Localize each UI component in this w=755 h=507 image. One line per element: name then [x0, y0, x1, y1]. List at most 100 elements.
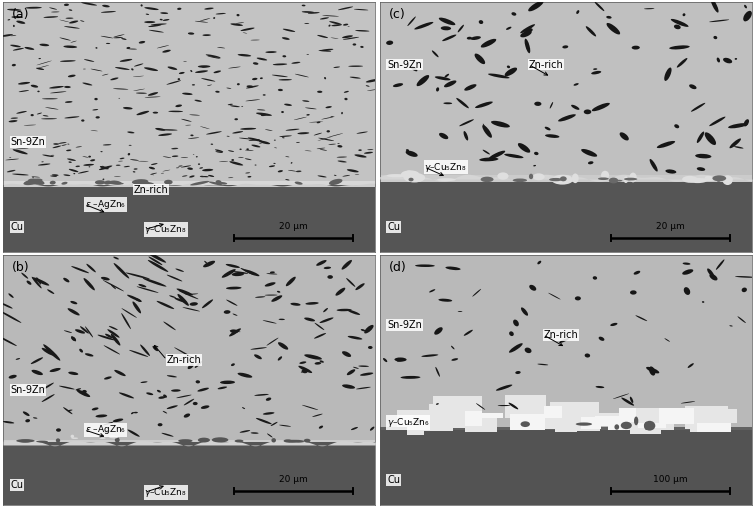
Ellipse shape	[120, 158, 125, 159]
Ellipse shape	[113, 37, 123, 38]
Ellipse shape	[259, 140, 270, 144]
Bar	[464, 416, 497, 431]
Ellipse shape	[50, 91, 66, 93]
Ellipse shape	[509, 332, 514, 336]
Ellipse shape	[669, 45, 690, 50]
Bar	[555, 417, 577, 432]
Ellipse shape	[674, 124, 680, 128]
Ellipse shape	[0, 310, 21, 323]
Ellipse shape	[223, 310, 230, 314]
Ellipse shape	[260, 78, 263, 79]
Ellipse shape	[354, 9, 368, 10]
Ellipse shape	[8, 120, 17, 122]
Ellipse shape	[202, 34, 211, 36]
Ellipse shape	[504, 154, 523, 158]
Ellipse shape	[149, 257, 162, 265]
Ellipse shape	[134, 63, 143, 66]
Ellipse shape	[21, 273, 28, 279]
Ellipse shape	[296, 142, 300, 143]
Ellipse shape	[298, 366, 312, 373]
Ellipse shape	[116, 165, 121, 166]
Ellipse shape	[163, 321, 176, 330]
Text: (c): (c)	[389, 8, 405, 21]
Ellipse shape	[71, 336, 76, 341]
Ellipse shape	[343, 37, 359, 40]
Ellipse shape	[328, 144, 336, 145]
Ellipse shape	[233, 131, 243, 133]
Ellipse shape	[65, 101, 72, 103]
Ellipse shape	[137, 286, 159, 293]
Ellipse shape	[128, 131, 134, 133]
Ellipse shape	[338, 7, 353, 10]
Ellipse shape	[192, 84, 195, 86]
Ellipse shape	[704, 132, 716, 145]
Text: 100 μm: 100 μm	[653, 475, 687, 484]
Ellipse shape	[515, 371, 521, 374]
Ellipse shape	[109, 435, 115, 438]
Ellipse shape	[286, 440, 298, 443]
Bar	[465, 411, 482, 426]
Ellipse shape	[233, 271, 248, 274]
Ellipse shape	[328, 275, 333, 279]
Ellipse shape	[23, 178, 42, 185]
Ellipse shape	[417, 75, 429, 86]
Ellipse shape	[683, 263, 690, 265]
Ellipse shape	[253, 62, 258, 65]
Ellipse shape	[118, 161, 123, 162]
Ellipse shape	[11, 118, 18, 119]
Ellipse shape	[217, 182, 227, 185]
Ellipse shape	[69, 20, 79, 23]
Ellipse shape	[238, 54, 251, 57]
Ellipse shape	[30, 114, 34, 116]
Ellipse shape	[183, 307, 200, 311]
Ellipse shape	[188, 32, 194, 34]
Ellipse shape	[404, 173, 425, 183]
Ellipse shape	[96, 414, 107, 417]
Ellipse shape	[439, 299, 452, 302]
Ellipse shape	[744, 5, 747, 8]
Bar	[407, 424, 424, 435]
Ellipse shape	[291, 162, 292, 164]
Ellipse shape	[190, 134, 193, 136]
Ellipse shape	[691, 103, 705, 112]
Ellipse shape	[236, 22, 244, 24]
Ellipse shape	[257, 110, 265, 111]
Ellipse shape	[68, 410, 72, 411]
Ellipse shape	[279, 135, 292, 137]
Ellipse shape	[386, 41, 393, 45]
Ellipse shape	[506, 27, 511, 30]
Ellipse shape	[593, 68, 597, 70]
Ellipse shape	[136, 182, 154, 185]
Ellipse shape	[704, 176, 713, 179]
Ellipse shape	[318, 175, 327, 177]
Ellipse shape	[51, 155, 54, 156]
Text: Zn-rich: Zn-rich	[134, 185, 168, 195]
Ellipse shape	[624, 176, 628, 183]
Ellipse shape	[596, 386, 604, 388]
Ellipse shape	[85, 327, 93, 338]
Ellipse shape	[525, 39, 530, 53]
Ellipse shape	[307, 114, 310, 116]
Ellipse shape	[181, 119, 192, 122]
Ellipse shape	[88, 166, 91, 167]
Ellipse shape	[544, 127, 550, 130]
Ellipse shape	[31, 85, 39, 88]
Ellipse shape	[167, 405, 177, 409]
Ellipse shape	[361, 329, 365, 331]
Ellipse shape	[328, 24, 331, 27]
Ellipse shape	[301, 370, 307, 373]
Ellipse shape	[101, 277, 109, 280]
Ellipse shape	[81, 2, 97, 6]
Ellipse shape	[620, 132, 629, 140]
Ellipse shape	[335, 287, 345, 296]
Ellipse shape	[114, 263, 129, 278]
Ellipse shape	[415, 265, 435, 267]
Ellipse shape	[241, 27, 254, 31]
Ellipse shape	[367, 89, 378, 91]
Ellipse shape	[356, 283, 365, 290]
Ellipse shape	[37, 91, 40, 92]
Ellipse shape	[144, 7, 159, 10]
Ellipse shape	[598, 177, 609, 180]
Ellipse shape	[156, 128, 165, 131]
Ellipse shape	[113, 34, 125, 37]
